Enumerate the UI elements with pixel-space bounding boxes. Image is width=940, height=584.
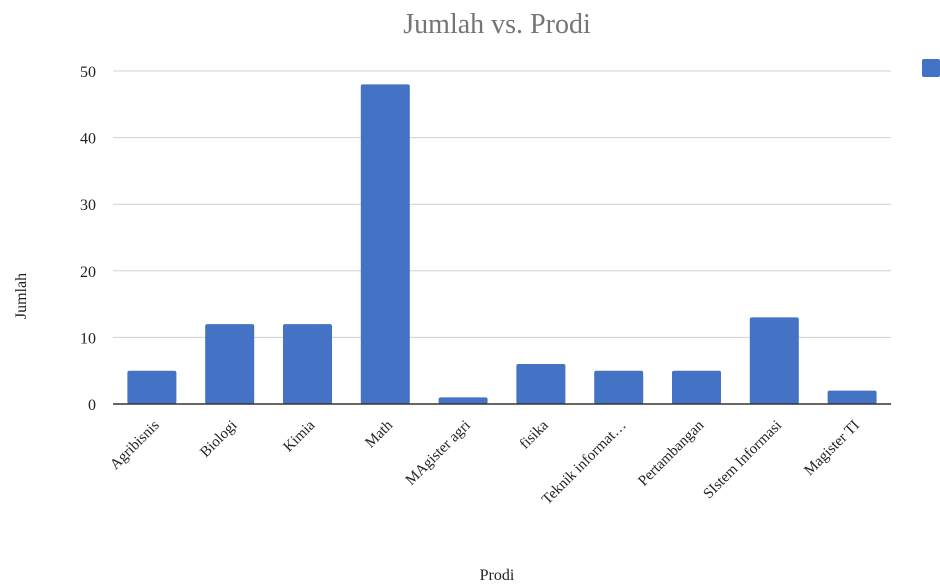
bar [282, 324, 333, 404]
bar [827, 390, 877, 404]
y-tick-label: 0 [88, 397, 96, 414]
x-tick-label: Agribisnis [107, 417, 163, 473]
y-tick-label: 20 [80, 264, 96, 281]
bar [516, 364, 566, 404]
y-tick-label: 50 [80, 64, 96, 81]
y-tick-label: 30 [80, 197, 96, 214]
x-tick-label: SIstem Informasi [700, 418, 785, 503]
x-tick-label: Magister TI [801, 418, 862, 479]
x-tick-label: Math [362, 417, 396, 451]
gridlines [113, 70, 891, 338]
y-tick-label: 10 [80, 330, 96, 347]
bar [360, 84, 410, 404]
legend-swatch [922, 59, 940, 77]
bar [438, 397, 488, 404]
y-axis-title: Jumlah [13, 273, 30, 319]
x-tick-label: fisika [517, 417, 552, 452]
chart-title: Jumlah vs. Prodi [403, 9, 591, 40]
bar [749, 317, 799, 404]
x-tick-label: MAgister agri [403, 418, 474, 489]
x-axis-title: Prodi [480, 567, 515, 584]
bar [594, 370, 644, 404]
x-tick-label: Kimia [280, 417, 318, 455]
bars [127, 84, 877, 404]
x-tick-label: Teknik informat… [539, 418, 629, 508]
bar [205, 324, 255, 404]
x-axis-ticks: Agribisnis Biologi Kimia Math MAgister agri f… [107, 417, 863, 508]
x-tick-label: Biologi [197, 418, 240, 461]
y-tick-label: 40 [80, 131, 96, 148]
bar [671, 370, 722, 404]
x-tick-label: Pertambangan [635, 417, 707, 489]
y-axis-ticks: 0 10 20 30 40 50 [80, 64, 96, 414]
bar [127, 370, 177, 404]
